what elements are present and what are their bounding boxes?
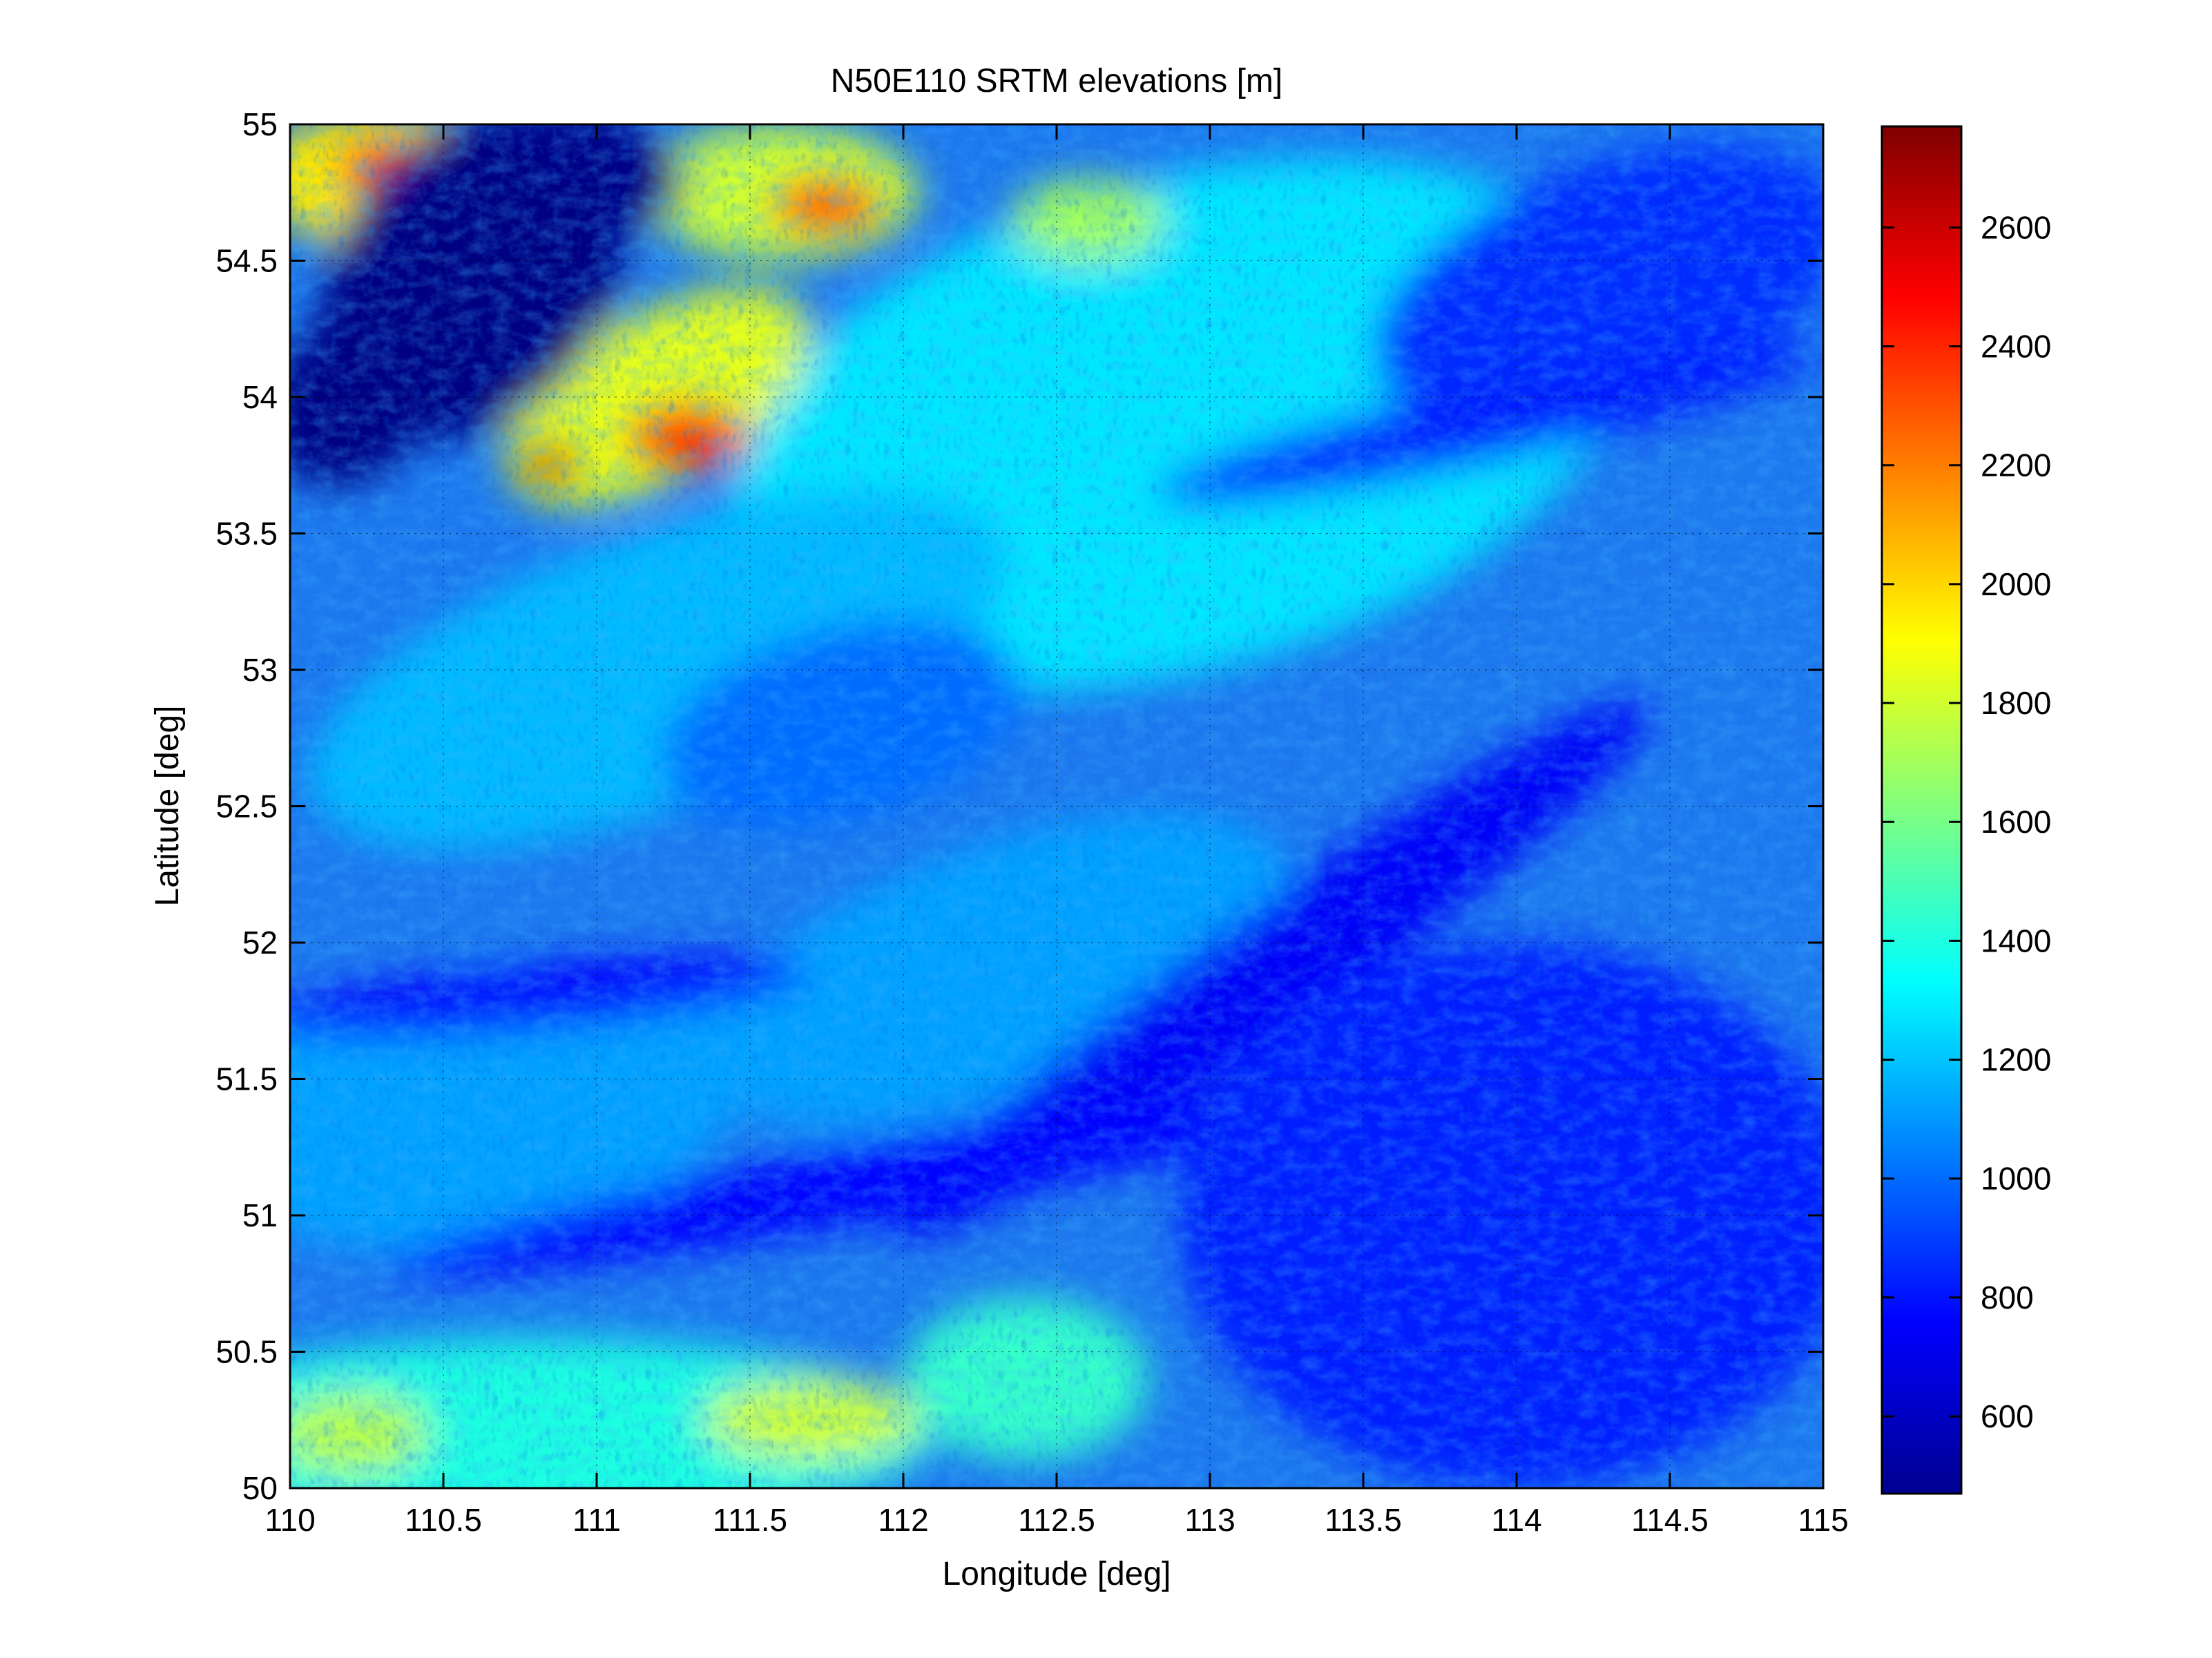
grid-lines xyxy=(290,124,1823,1488)
x-tick-label: 111 xyxy=(573,1502,621,1538)
x-tick-label: 112 xyxy=(878,1502,928,1538)
plot-area xyxy=(290,124,1823,1488)
x-tick-label: 110.5 xyxy=(405,1502,482,1538)
colorbar-tick-label: 1200 xyxy=(1981,1042,2051,1078)
chart-title: N50E110 SRTM elevations [m] xyxy=(831,63,1283,99)
x-tick-label: 111.5 xyxy=(713,1502,787,1538)
colorbar-tick-label: 1600 xyxy=(1981,804,2051,840)
colorbar: 600 800 1000 1200 1400 1600 1800 2000 2200 2400 26… xyxy=(1881,125,2051,1495)
colorbar-tick-label: 1400 xyxy=(1981,923,2051,958)
x-tick-label: 113.5 xyxy=(1325,1502,1402,1538)
colorbar-tick-label: 2600 xyxy=(1981,209,2051,245)
y-axis-label: Latitude [deg] xyxy=(149,706,186,907)
colorbar-tick-label: 800 xyxy=(1981,1280,2034,1315)
colorbar-tick-label: 2200 xyxy=(1981,447,2051,483)
x-tick-label: 112.5 xyxy=(1018,1502,1095,1538)
x-tick-label: 114.5 xyxy=(1631,1502,1709,1538)
y-tick-label: 54 xyxy=(242,379,278,415)
colorbar-tick-label: 2000 xyxy=(1981,566,2051,602)
y-tick-label: 52.5 xyxy=(215,789,278,825)
x-axis: 110 110.5 111 111.5 112 112.5 113 113.5 114 114.5… xyxy=(265,124,1849,1538)
y-tick-label: 51.5 xyxy=(215,1061,278,1097)
colorbar-ticks: 600 800 1000 1200 1400 1600 1800 2000 2200 2400 26… xyxy=(1882,209,2051,1434)
y-axis: 50 50.5 51 51.5 52 52.5 53 53.5 54 54.5 55 xyxy=(215,106,1823,1506)
colorbar-tick-label: 1000 xyxy=(1981,1161,2051,1197)
x-tick-label: 114 xyxy=(1491,1502,1541,1538)
x-tick-label: 115 xyxy=(1798,1502,1848,1538)
y-tick-label: 55 xyxy=(242,106,278,142)
y-tick-label: 50.5 xyxy=(215,1334,278,1370)
x-axis-label: Longitude [deg] xyxy=(943,1556,1171,1592)
x-tick-label: 113 xyxy=(1184,1502,1235,1538)
colorbar-tick-label: 1800 xyxy=(1981,685,2051,721)
y-tick-label: 53.5 xyxy=(215,516,278,552)
y-tick-label: 51 xyxy=(242,1197,278,1233)
y-tick-label: 52 xyxy=(242,925,278,961)
colorbar-tick-label: 600 xyxy=(1981,1398,2034,1434)
colorbar-scale xyxy=(1881,125,1963,1495)
y-tick-label: 53 xyxy=(242,652,278,688)
y-tick-label: 54.5 xyxy=(215,243,278,279)
y-tick-label: 50 xyxy=(242,1470,278,1506)
colorbar-tick-label: 2400 xyxy=(1981,329,2051,365)
x-tick-label: 110 xyxy=(265,1502,315,1538)
